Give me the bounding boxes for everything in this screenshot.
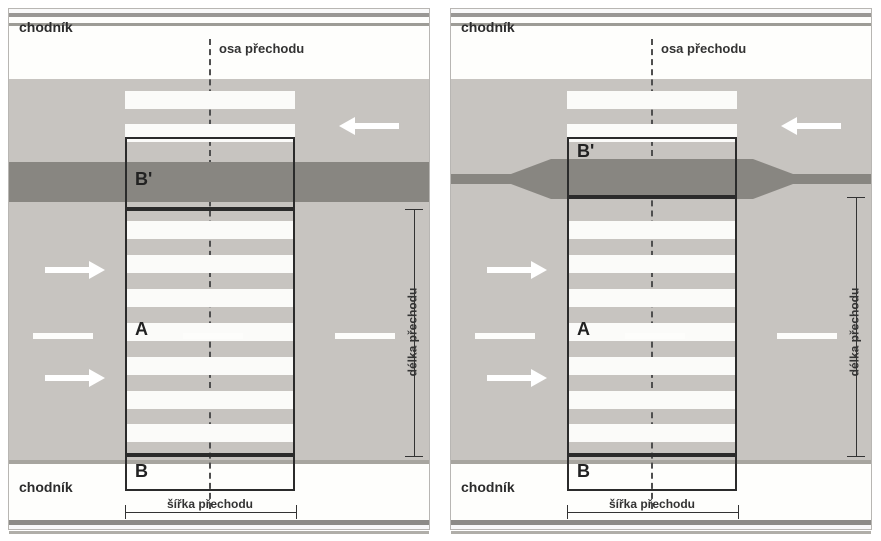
axis-label: osa přechodu	[219, 41, 304, 56]
lane-marking	[475, 333, 535, 339]
diagram-pair: chodník chodník osa přechodu B'	[0, 0, 881, 541]
top-sidewalk-label: chodník	[19, 19, 73, 35]
dim-width-label: šířka přechodu	[125, 497, 295, 511]
traffic-arrow-right-icon	[487, 369, 547, 387]
top-sidewalk-label: chodník	[461, 19, 515, 35]
zebra-stripe	[125, 91, 295, 109]
island-left	[511, 159, 571, 204]
lane-marking	[33, 333, 93, 339]
label-b: B	[135, 461, 148, 482]
lane-marking	[777, 333, 837, 339]
dim-width-label: šířka přechodu	[567, 497, 737, 511]
label-b-prime: B'	[135, 169, 152, 190]
label-a: A	[135, 319, 148, 340]
label-a: A	[577, 319, 590, 340]
traffic-arrow-right-icon	[487, 261, 547, 279]
dim-length-label: délka přechodu	[406, 288, 420, 377]
traffic-arrow-right-icon	[45, 369, 105, 387]
traffic-arrow-left-icon	[339, 117, 399, 135]
label-b: B	[577, 461, 590, 482]
bottom-sidewalk-label: chodník	[19, 479, 73, 495]
label-b-prime: B'	[577, 141, 594, 162]
lane-marking	[335, 333, 395, 339]
traffic-arrow-right-icon	[45, 261, 105, 279]
panel-right: chodník chodník osa přechodu	[450, 8, 872, 530]
dim-length-label: délka přechodu	[848, 288, 862, 377]
island-right	[733, 159, 793, 204]
bottom-sidewalk-label: chodník	[461, 479, 515, 495]
traffic-arrow-left-icon	[781, 117, 841, 135]
panel-left: chodník chodník osa přechodu B'	[8, 8, 430, 530]
axis-label: osa přechodu	[661, 41, 746, 56]
box-a	[567, 197, 737, 455]
box-a	[125, 209, 295, 455]
box-b	[567, 455, 737, 491]
zebra-stripe	[567, 91, 737, 109]
box-b	[125, 455, 295, 491]
